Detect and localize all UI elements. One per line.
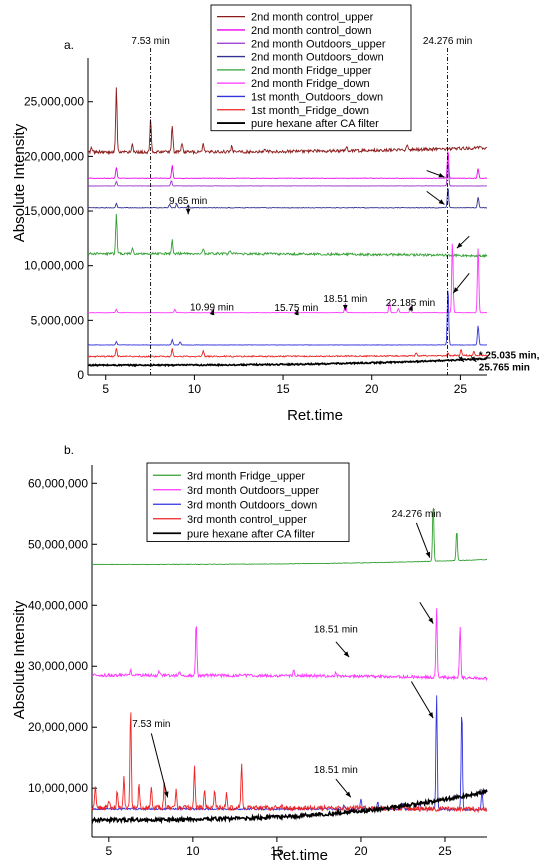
- legend-entry: pure hexane after CA filter: [251, 118, 379, 130]
- x-tick-label: 10: [188, 382, 202, 396]
- series-line: [87, 163, 488, 187]
- y-tick-label: 15,000,000: [24, 204, 84, 218]
- y-tick-label: 20,000,000: [28, 720, 88, 734]
- y-tick-label: 25,000,000: [24, 95, 84, 109]
- legend-box: [146, 462, 350, 542]
- annotation-arrow: [150, 733, 169, 798]
- legend-box: [210, 4, 412, 132]
- series-line: [91, 712, 488, 814]
- x-tick-label: 5: [105, 844, 112, 858]
- annotation-arrow-head: [453, 287, 459, 294]
- y-tick-label: 5,000,000: [31, 313, 85, 327]
- series-line: [91, 787, 488, 825]
- panel-a-label: a.: [64, 38, 74, 52]
- series-line: [87, 356, 488, 368]
- legend-entry: 1st month_Fridge_down: [251, 105, 369, 117]
- legend-entry: 2nd month Fridge_upper: [251, 65, 372, 77]
- legend-entry: 2nd month control_down: [251, 25, 371, 37]
- y-tick-label: 40,000,000: [28, 598, 88, 612]
- legend-entry: 3rd month Outdoors_down: [187, 499, 317, 511]
- x-tick-label: 20: [365, 382, 379, 396]
- legend-entry: 1st month_Outdoors_down: [251, 91, 383, 103]
- annotation-arrow-head: [470, 356, 477, 362]
- annotation-arrow-head: [164, 791, 169, 798]
- y-tick-label: 60,000,000: [28, 476, 88, 490]
- annotation-arrow-head: [425, 551, 431, 558]
- annotation-arrow-head: [209, 309, 215, 316]
- annotation-arrow-head: [185, 208, 191, 215]
- y-tick-label: 30,000,000: [28, 659, 88, 673]
- x-tick-label: 25: [438, 844, 452, 858]
- legend-entry: 2nd month Outdoors_upper: [251, 38, 386, 50]
- series-line: [87, 187, 488, 209]
- annotation-label: 18.51 min: [314, 765, 358, 776]
- annotation-arrow-head: [438, 173, 445, 178]
- series-line: [91, 608, 488, 682]
- chart-panel-b: 10,000,000 20,000,000 30,000,000 40,000,000…: [28, 462, 488, 858]
- x-axis-label-b: Ret.time: [272, 847, 328, 864]
- vline-label: 7.53 min: [131, 36, 169, 47]
- x-tick-label: 15: [276, 382, 290, 396]
- annotation-arrow-head: [294, 309, 299, 316]
- annotation-label: 25.765 min: [479, 363, 530, 374]
- x-tick-label: 10: [186, 844, 200, 858]
- annotation-arrow-head: [342, 304, 348, 311]
- series-line: [87, 213, 488, 259]
- y-tick-label: 50,000,000: [28, 537, 88, 551]
- y-tick-label: 10,000,000: [28, 781, 88, 795]
- series-line: [88, 151, 488, 179]
- annotation-label: 24.276 min: [392, 509, 441, 520]
- annotation-label: 22.185 min: [386, 298, 435, 309]
- annotation-label: 7.53 min: [132, 719, 170, 730]
- series-line: [91, 507, 488, 566]
- x-tick-label: 25: [454, 382, 468, 396]
- x-tick-label: 15: [270, 844, 284, 858]
- y-tick-label: 20,000,000: [24, 149, 84, 163]
- panel-b-label: b.: [64, 443, 74, 457]
- y-axis-label-a: Absolute Intensity: [11, 123, 28, 242]
- series-line: [87, 290, 487, 346]
- vline-label: 24.276 min: [423, 36, 472, 47]
- annotation-arrow-head: [456, 242, 463, 249]
- series-line: [88, 348, 488, 358]
- series-line: [87, 87, 488, 156]
- annotation-arrow-head: [408, 305, 413, 312]
- annotation-arrow-head: [428, 712, 434, 719]
- annotation-label: * 25.035 min,: [479, 351, 540, 362]
- chart-panel-a: 0 5,000,000 10,000,000 15,000,000 20,000,000…: [24, 4, 540, 396]
- legend-entry: 3rd month Fridge_upper: [187, 470, 305, 482]
- annotation-label: 9.65 min: [169, 196, 207, 207]
- y-tick-label: 10,000,000: [24, 259, 84, 273]
- annotation-label: 15.75 min: [274, 303, 318, 314]
- x-axis-label-a: Ret.time: [287, 407, 343, 424]
- y-tick-label: 0: [77, 368, 84, 382]
- legend-entry: 2nd month Outdoors_down: [251, 52, 384, 64]
- legend-entry: 3rd month Outdoors_upper: [187, 485, 319, 497]
- series-line: [87, 243, 488, 314]
- annotation-label: 18.51 min: [314, 625, 358, 636]
- y-axis-label-b: Absolute Intensity: [11, 600, 28, 719]
- annotation-arrow-head: [428, 617, 434, 624]
- legend-entry: 3rd month control_upper: [187, 514, 307, 526]
- annotation-label: 18.51 min: [323, 294, 367, 305]
- annotation-arrow: [415, 522, 431, 558]
- x-tick-label: 5: [102, 382, 109, 396]
- legend-entry: 2nd month Fridge_down: [251, 78, 370, 90]
- legend-entry: 2nd month control_upper: [251, 12, 374, 24]
- legend: 3rd month Fridge_upper 3rd month Outdoors…: [146, 462, 350, 542]
- annotation-arrow-head: [345, 791, 351, 798]
- annotation-label: 10.99 min: [190, 303, 234, 314]
- annotation-arrow-head: [458, 356, 464, 362]
- annotation-arrow-head: [438, 199, 445, 205]
- annotation-arrow-head: [343, 651, 350, 658]
- x-tick-label: 20: [354, 844, 368, 858]
- annotation-arrow: [410, 681, 434, 719]
- legend-entry: pure hexane after CA filter: [187, 528, 315, 540]
